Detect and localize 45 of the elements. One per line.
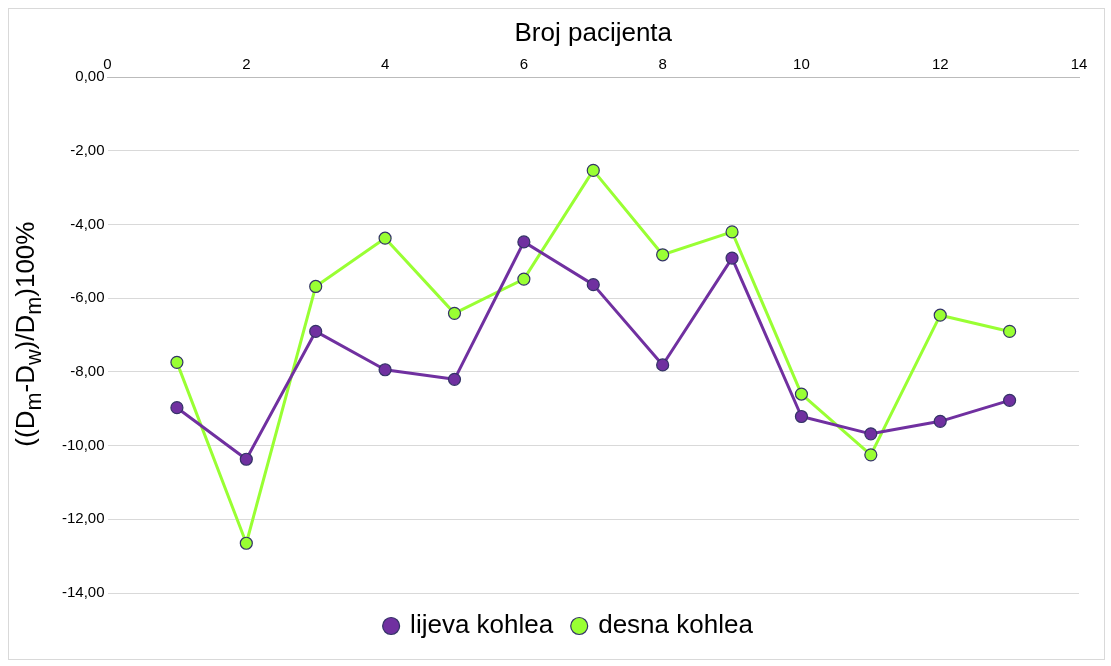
point [378,363,392,377]
point [447,306,462,320]
y-tick-label: -8,00 [70,362,105,380]
point [656,358,670,372]
point [933,308,947,322]
point [794,409,809,424]
point [1003,393,1017,407]
y-tick-label: -6,00 [70,288,105,306]
x-axis-title: Broj pacijenta [514,16,673,47]
y-tick-label: -2,00 [70,141,105,159]
x-tick-label: 2 [242,55,251,73]
point [1003,324,1017,339]
point [447,372,462,386]
point [239,452,253,466]
point [864,427,878,441]
point [170,355,184,369]
point [309,279,323,294]
point [378,231,392,245]
x-tick-label: 6 [519,55,529,73]
point [586,278,600,292]
point [309,324,323,339]
x-tick-label: 12 [931,55,949,73]
point [725,251,739,265]
legend-label: lijeva kohlea [410,609,554,640]
point [517,272,531,286]
y-tick-label: -14,00 [61,583,105,601]
x-tick-label: 4 [380,55,390,73]
y-tick-label: 0,00 [75,67,105,85]
point [517,235,531,249]
y-tick-label: -4,00 [70,214,105,232]
y-tick-label: -12,00 [61,509,105,527]
point [656,248,670,262]
point [864,448,878,462]
y-tick-label: -10,00 [61,435,105,453]
point [794,387,809,401]
x-tick-label: 14 [1070,55,1088,73]
point [933,414,947,428]
x-tick-label: 10 [793,55,810,73]
point [725,225,739,239]
x-tick-label: 8 [658,55,667,73]
point [586,163,600,178]
point [170,401,184,415]
x-tick-label: 0 [103,55,112,73]
point [239,536,253,550]
legend-label: desna kohlea [598,609,754,640]
